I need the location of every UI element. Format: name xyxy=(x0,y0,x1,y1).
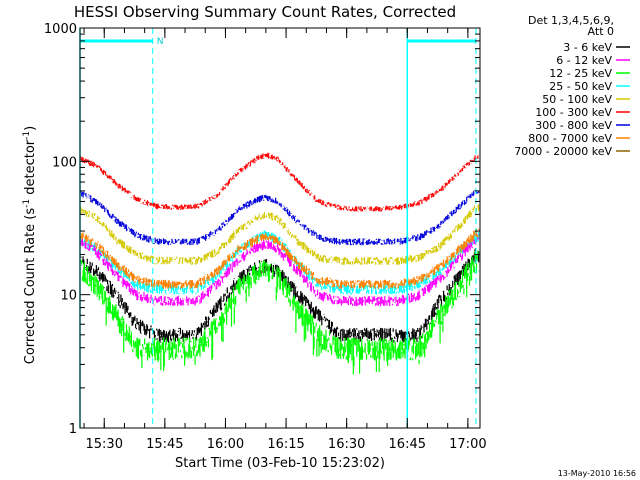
legend-entry-label: 100 - 300 keV xyxy=(535,106,612,119)
series-3-6kev-line xyxy=(80,248,480,343)
y-axis-label-mid: detector xyxy=(23,139,38,199)
series-trace xyxy=(80,248,480,343)
footer-date: 13-May-2010 16:56 xyxy=(558,469,636,478)
y-axis-label-close: ) xyxy=(23,126,38,131)
legend-entry-label: 7000 - 20000 keV xyxy=(514,145,612,158)
y-tick-label: 100 xyxy=(52,155,77,170)
chart-title: HESSI Observing Summary Count Rates, Cor… xyxy=(74,3,456,21)
night-marker-label: N xyxy=(157,37,164,47)
series-300-800kev-line xyxy=(80,189,480,246)
series-trace xyxy=(80,250,480,375)
series-50-100kev-line xyxy=(80,204,480,265)
plot-frame xyxy=(79,27,481,429)
series-100-300kev-line xyxy=(80,152,480,212)
x-tick-label: 15:30 xyxy=(86,437,123,452)
series-trace xyxy=(80,204,480,265)
series-800-7000kev-line xyxy=(80,228,480,289)
series-group xyxy=(80,152,480,375)
series-trace xyxy=(80,228,480,289)
series-trace xyxy=(80,234,480,307)
x-tick-label: 16:00 xyxy=(207,437,244,452)
y-axis-label-main: Corrected Count Rate (s xyxy=(23,208,38,365)
series-trace xyxy=(80,152,480,212)
series-6-12kev-line xyxy=(80,234,480,307)
legend-entry-label: 3 - 6 keV xyxy=(563,41,612,54)
y-tick-label: 1000 xyxy=(44,22,77,37)
y-axis-label-sup2: -1 xyxy=(22,131,32,140)
y-axis-label-sup1: -1 xyxy=(22,199,32,208)
legend-header-line: Det 1,3,4,5,6,9, xyxy=(528,14,614,27)
legend-entry-label: 6 - 12 keV xyxy=(556,54,612,67)
series-12-25kev-line xyxy=(80,250,480,375)
legend-header-line: Att 0 xyxy=(588,25,614,38)
legend-entry-label: 300 - 800 keV xyxy=(535,119,612,132)
y-axis-label: Corrected Count Rate (s-1 detector-1) xyxy=(22,126,38,364)
x-axis: 15:30 15:45 16:00 16:15 16:30 16:45 17:00 xyxy=(83,28,487,452)
y-tick-label: 10 xyxy=(60,289,77,304)
x-tick-label: 15:45 xyxy=(146,437,183,452)
legend-entry-label: 50 - 100 keV xyxy=(542,93,612,106)
series-trace xyxy=(80,189,480,246)
x-axis-label: Start Time (03-Feb-10 15:23:02) xyxy=(175,456,385,471)
y-axis: 1 10 100 1000 xyxy=(44,22,480,437)
x-tick-label: 16:15 xyxy=(267,437,304,452)
legend-entry-label: 25 - 50 keV xyxy=(549,80,612,93)
x-tick-label: 16:30 xyxy=(328,437,365,452)
x-tick-label: 17:00 xyxy=(449,437,486,452)
x-tick-label: 16:45 xyxy=(389,437,426,452)
y-tick-label: 1 xyxy=(69,422,77,437)
legend-entry-label: 12 - 25 keV xyxy=(549,67,612,80)
plot-area: N xyxy=(79,28,480,428)
legend-entry-label: 800 - 7000 keV xyxy=(528,132,612,145)
